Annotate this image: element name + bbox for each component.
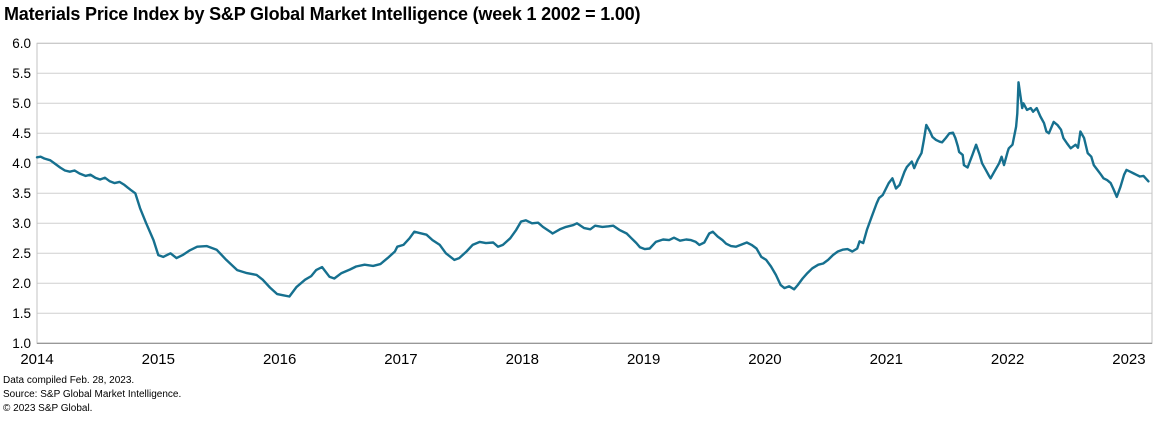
- x-tick-label: 2022: [991, 351, 1024, 368]
- x-tick-label: 2021: [870, 351, 903, 368]
- x-tick-label: 2016: [263, 351, 296, 368]
- y-tick-label: 4.0: [12, 156, 31, 171]
- y-tick-label: 1.5: [12, 306, 31, 321]
- y-tick-label: 6.0: [12, 36, 31, 51]
- x-tick-label: 2017: [384, 351, 417, 368]
- y-tick-label: 1.0: [12, 336, 31, 351]
- footnote-copyright: © 2023 S&P Global.: [3, 403, 93, 414]
- x-tick-label: 2019: [627, 351, 660, 368]
- y-tick-label: 4.5: [12, 126, 31, 141]
- y-tick-label: 3.0: [12, 216, 31, 231]
- x-tick-label: 2020: [748, 351, 781, 368]
- price-line: [35, 81, 1150, 298]
- y-tick-label: 2.0: [12, 276, 31, 291]
- x-tick-label: 2015: [142, 351, 175, 368]
- y-tick-label: 3.5: [12, 186, 31, 201]
- x-tick-label: 2018: [506, 351, 539, 368]
- footnote-source: Source: S&P Global Market Intelligence.: [3, 389, 182, 400]
- chart-title: Materials Price Index by S&P Global Mark…: [4, 4, 641, 24]
- footnote-compiled: Data compiled Feb. 28, 2023.: [3, 375, 135, 386]
- chart-footnotes: Data compiled Feb. 28, 2023. Source: S&P…: [3, 374, 181, 416]
- x-tick-label: 2014: [20, 351, 53, 368]
- y-tick-label: 5.5: [12, 66, 31, 81]
- y-tick-label: 2.5: [12, 246, 31, 261]
- x-tick-label: 2023: [1112, 351, 1145, 368]
- y-tick-label: 5.0: [12, 96, 31, 111]
